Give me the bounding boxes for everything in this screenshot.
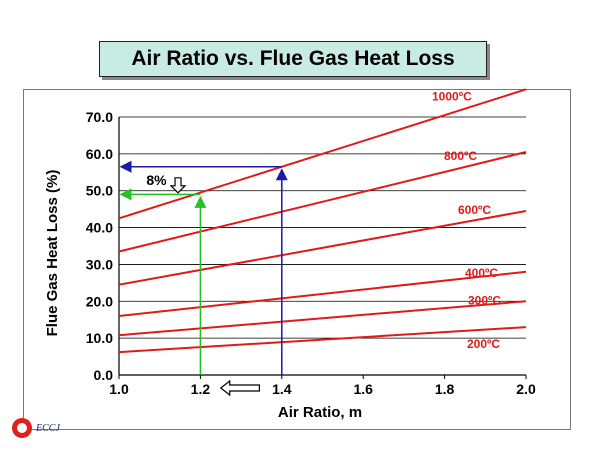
y-tick-label: 0.0 [94, 367, 114, 383]
series-label: 800ºC [444, 149, 477, 163]
x-tick-label: 1.4 [272, 381, 292, 397]
chart-title: Air Ratio vs. Flue Gas Heat Loss [99, 41, 487, 77]
annotation-layer: 8% [119, 160, 288, 397]
y-tick-label: 60.0 [86, 146, 113, 162]
y-tick-label: 70.0 [86, 109, 113, 125]
chart-frame [23, 89, 571, 430]
series-line [118, 270, 527, 318]
x-axis-label: Air Ratio, m [278, 404, 362, 421]
y-tick-label: 20.0 [86, 293, 113, 309]
y-tick-label: 50.0 [86, 183, 113, 199]
eccj-logo-icon [12, 418, 32, 438]
reduction-label: 8% [146, 172, 167, 188]
series-label: 400ºC [465, 266, 498, 280]
x-tick-label: 1.0 [109, 381, 129, 397]
axis-layer: 0.0 10.0 20.0 30.0 40.0 50.0 60.0 70.0 1.0 1.2 1.4… [86, 109, 536, 397]
y-tick-label: 10.0 [86, 330, 113, 346]
x-tick-label: 1.2 [191, 381, 211, 397]
left-arrow-icon [219, 379, 261, 397]
y-tick-label: 40.0 [86, 220, 113, 236]
series-line [118, 326, 527, 354]
series-line [118, 210, 527, 286]
down-arrow-icon [169, 177, 187, 194]
series-label: 300ºC [468, 293, 501, 307]
eccj-logo-text: ECCJ [36, 422, 60, 434]
y-axis-label: Flue Gas Heat Loss (%) [44, 170, 61, 337]
series-label: 600ºC [458, 203, 491, 217]
x-tick-label: 1.6 [353, 381, 373, 397]
x-tick-label: 1.8 [435, 381, 455, 397]
eccj-logo: ECCJ [12, 418, 60, 438]
series-label: 1000ºC [432, 89, 472, 103]
series-layer: 1000ºC 800ºC 600ºC 400ºC 300ºC 200ºC [118, 88, 527, 354]
series-line [118, 151, 527, 253]
x-tick-label: 2.0 [516, 381, 536, 397]
y-tick-label: 30.0 [86, 256, 113, 272]
series-line [118, 88, 527, 220]
series-label: 200ºC [467, 337, 500, 351]
series-line [118, 300, 527, 337]
